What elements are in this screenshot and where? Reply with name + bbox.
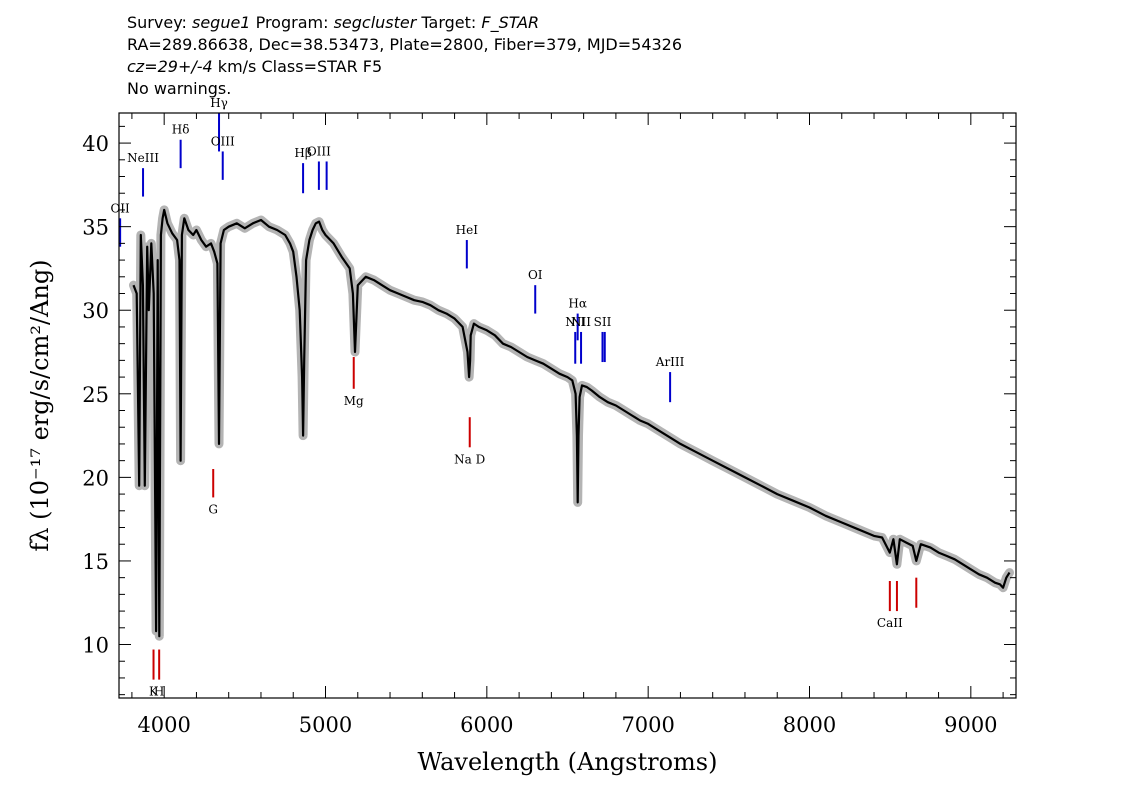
absorption-line-label: Mg bbox=[344, 394, 364, 408]
emission-line-label: OII bbox=[110, 201, 130, 215]
emission-line-label: OI bbox=[528, 268, 543, 282]
x-tick-label: 7000 bbox=[621, 713, 674, 737]
spectrum-line bbox=[132, 208, 1011, 638]
y-tick-label: 35 bbox=[82, 216, 109, 240]
emission-line-label: Hδ bbox=[172, 123, 190, 137]
y-tick-label: 10 bbox=[82, 634, 109, 658]
survey-label: Survey: bbox=[127, 13, 187, 32]
program-label: Program: bbox=[255, 13, 329, 32]
target-value: F_STAR bbox=[481, 13, 540, 32]
emission-line-label: NII bbox=[565, 315, 585, 329]
x-tick-label: 8000 bbox=[783, 713, 836, 737]
x-axis-title: Wavelength (Angstroms) bbox=[418, 748, 718, 776]
emission-line-label: SII bbox=[594, 315, 612, 329]
emission-line-label: ArIII bbox=[655, 355, 685, 369]
emission-line-label: NeIII bbox=[127, 151, 159, 165]
y-tick-label: 20 bbox=[82, 466, 109, 490]
emission-line-label: OIII bbox=[211, 134, 235, 148]
error-band-path bbox=[129, 205, 1014, 641]
absorption-line-label: CaII bbox=[877, 616, 903, 630]
emission-line-label: OIII bbox=[307, 144, 331, 158]
warnings-line: No warnings. bbox=[127, 79, 232, 98]
survey-line: Survey: segue1 Program: segcluster Targe… bbox=[127, 12, 682, 34]
axis-ticks: 4000 5000 6000 7000 8000 9000 10 15 20 25 30 35 40 bbox=[82, 113, 1016, 737]
x-tick-label: 6000 bbox=[460, 713, 513, 737]
emission-line-label: Hα bbox=[568, 297, 587, 311]
emission-line-label: Hγ bbox=[210, 96, 228, 110]
x-tick-label: 5000 bbox=[299, 713, 352, 737]
emission-line-label: HeI bbox=[456, 223, 479, 237]
redshift-line: cz=29+/-4 km/s Class=STAR F5 bbox=[127, 56, 682, 78]
y-tick-label: 25 bbox=[82, 383, 109, 407]
emission-line-label: Hβ bbox=[294, 146, 311, 160]
coordinates-line: RA=289.86638, Dec=38.53473, Plate=2800, … bbox=[127, 35, 683, 54]
absorption-line-label: K bbox=[149, 685, 159, 699]
class-text: km/s Class=STAR F5 bbox=[212, 57, 383, 76]
absorption-line-label: Na D bbox=[454, 452, 485, 466]
absorption-line-label: H bbox=[154, 685, 164, 699]
plot-frame bbox=[118, 112, 1017, 699]
redshift-value: cz=29+/-4 bbox=[127, 57, 213, 76]
emission-line-label: NII bbox=[571, 315, 591, 329]
x-tick-label: 9000 bbox=[944, 713, 997, 737]
absorption-line-label: G bbox=[208, 502, 218, 516]
y-tick-label: 40 bbox=[82, 132, 109, 156]
program-value: segcluster bbox=[333, 13, 417, 32]
y-axis-title: fλ (10⁻¹⁷ erg/s/cm²/Ang) bbox=[26, 259, 54, 551]
spectrum-header: Survey: segue1 Program: segcluster Targe… bbox=[127, 12, 682, 100]
error-band bbox=[129, 205, 1014, 641]
y-tick-label: 15 bbox=[82, 550, 109, 574]
x-tick-label: 4000 bbox=[137, 713, 190, 737]
target-label: Target: bbox=[421, 13, 477, 32]
spectrum-series bbox=[132, 208, 1011, 638]
y-tick-label: 30 bbox=[82, 299, 109, 323]
survey-value: segue1 bbox=[191, 13, 251, 32]
